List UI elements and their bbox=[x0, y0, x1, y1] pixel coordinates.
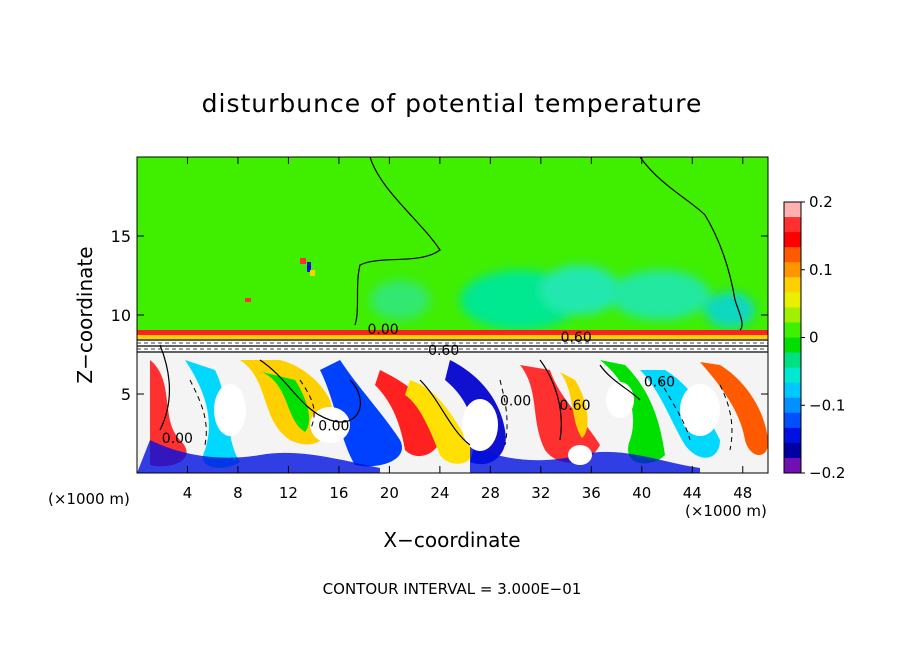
colorbar-tick-label: 0.2 bbox=[809, 193, 833, 211]
colorbar-swatch bbox=[784, 382, 801, 399]
colorbar-swatch bbox=[784, 202, 801, 218]
colorbar-swatch bbox=[784, 457, 801, 474]
colorbar-swatch bbox=[784, 292, 801, 308]
x-tick-label: 8 bbox=[233, 484, 243, 502]
contour-label: 0.00 bbox=[162, 431, 193, 447]
x-unit-label-right: (×1000 m) bbox=[685, 502, 767, 520]
colorbar-swatch bbox=[784, 232, 801, 248]
chart-title: disturbunce of potential temperature bbox=[202, 89, 703, 118]
inversion-band bbox=[137, 330, 768, 353]
colorbar-swatch bbox=[784, 247, 801, 263]
y-tick-label: 15 bbox=[111, 227, 131, 246]
x-unit-label-left: (×1000 m) bbox=[48, 490, 130, 508]
contour-label-layer: 0.00 0.60 0.60 0.00 0.00 0.60 0.60 0.00 bbox=[162, 322, 675, 447]
colorbar-swatch bbox=[784, 277, 801, 293]
colorbar-swatch bbox=[784, 367, 801, 384]
turbulent-patches bbox=[137, 360, 768, 473]
x-tick-label: 32 bbox=[531, 484, 550, 502]
x-tick-label: 12 bbox=[279, 484, 298, 502]
colorbar-swatch bbox=[784, 217, 801, 233]
x-tick-label: 48 bbox=[733, 484, 752, 502]
x-axis-label: X−coordinate bbox=[383, 528, 520, 552]
colorbar-swatch bbox=[784, 262, 801, 278]
contour-interval-note: CONTOUR INTERVAL = 3.000E−01 bbox=[323, 580, 582, 598]
colorbar-swatch bbox=[784, 427, 801, 444]
x-tick-label: 20 bbox=[380, 484, 399, 502]
x-tick-label: 16 bbox=[329, 484, 348, 502]
colorbar-swatch bbox=[784, 412, 801, 429]
y-axis: 5 10 15 bbox=[111, 227, 768, 404]
contour-label: 0.00 bbox=[368, 322, 399, 338]
colorbar-swatch bbox=[784, 307, 801, 323]
colorbar-tick-label: 0 bbox=[809, 329, 819, 347]
y-axis-label: Z−coordinate bbox=[73, 246, 97, 383]
colorbar-swatch bbox=[784, 322, 801, 338]
heatmap-field bbox=[137, 157, 768, 473]
dashed-contours bbox=[189, 379, 733, 451]
contour-label: 0.00 bbox=[318, 419, 349, 435]
colorbar-swatch bbox=[784, 442, 801, 459]
x-tick-label: 4 bbox=[183, 484, 193, 502]
colorbar-tick-label: 0.1 bbox=[809, 261, 833, 279]
contour-label: 0.60 bbox=[559, 398, 590, 414]
colorbar-swatch bbox=[784, 397, 801, 414]
contour-label: 0.60 bbox=[428, 343, 459, 359]
colorbar: 0.2 0.1 0 −0.1 −0.2 bbox=[783, 193, 845, 482]
contour-lines bbox=[159, 157, 743, 446]
x-tick-label: 40 bbox=[632, 484, 651, 502]
contour-label: 0.60 bbox=[644, 374, 675, 390]
colorbar-tick-label: −0.2 bbox=[809, 464, 845, 482]
upper-layer-patches bbox=[370, 265, 755, 330]
y-tick-label: 5 bbox=[121, 385, 131, 404]
x-tick-label: 44 bbox=[683, 484, 702, 502]
colorbar-tick-label: −0.1 bbox=[809, 396, 845, 414]
colorbar-swatch bbox=[784, 337, 801, 354]
x-tick-label: 36 bbox=[582, 484, 601, 502]
contour-label: 0.60 bbox=[561, 330, 592, 346]
upper-small-features bbox=[245, 258, 315, 302]
x-tick-label: 24 bbox=[430, 484, 449, 502]
x-tick-label: 28 bbox=[481, 484, 500, 502]
x-axis: 4 8 12 16 20 24 28 32 36 40 44 48 bbox=[183, 157, 752, 502]
y-tick-label: 10 bbox=[111, 306, 131, 325]
contour-label: 0.00 bbox=[500, 393, 531, 409]
colorbar-swatch bbox=[784, 352, 801, 369]
